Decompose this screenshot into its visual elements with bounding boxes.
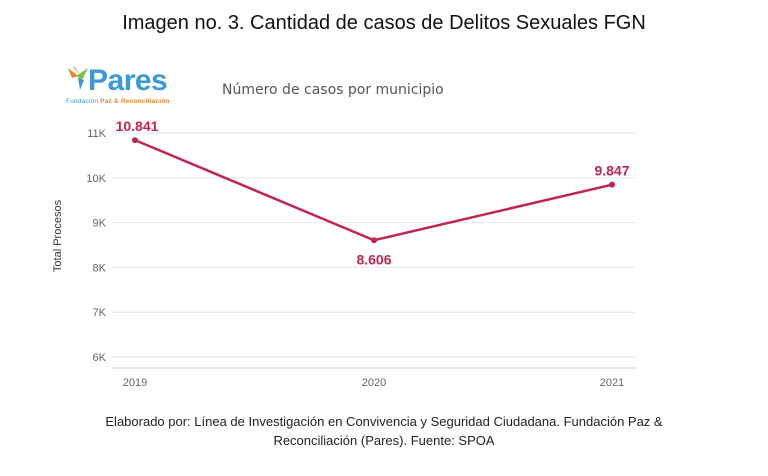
y-tick-label: 8K <box>93 262 107 274</box>
logo-wordmark: Pares <box>88 64 168 97</box>
y-tick-label: 9K <box>93 218 107 230</box>
caption-line-2: Reconciliación (Pares). Fuente: SPOA <box>273 433 495 448</box>
data-label: 8.606 <box>356 251 391 267</box>
x-tick-label: 2020 <box>362 377 386 389</box>
bird-logo-icon <box>68 66 88 90</box>
y-tick-label: 6K <box>93 352 107 364</box>
data-point <box>371 237 377 244</box>
y-tick-label: 11K <box>87 128 106 140</box>
figure-heading: Imagen no. 3. Cantidad de casos de Delit… <box>122 12 646 34</box>
pares-logo: Pares Fundación Paz & Reconciliación <box>66 64 196 108</box>
figure-caption: Elaborado por: Línea de Investigación en… <box>0 412 768 450</box>
y-tick-label: 10K <box>86 173 106 185</box>
series-line <box>134 138 613 242</box>
logo-tagline-prefix: Fundación <box>66 98 99 105</box>
x-tick-label: 2021 <box>600 377 624 389</box>
data-point <box>132 137 138 144</box>
chart-title: Número de casos por municipio <box>222 82 444 98</box>
data-label: 9.847 <box>594 163 629 179</box>
caption-line-1: Elaborado por: Línea de Investigación en… <box>105 414 663 429</box>
logo-tagline: Fundación Paz & Reconciliación <box>66 98 170 105</box>
data-label: 10.841 <box>116 118 159 134</box>
x-tick-label: 2019 <box>123 377 147 389</box>
data-point <box>609 181 615 188</box>
logo-tagline-mid: Paz & Reconciliación <box>100 98 170 105</box>
y-tick-label: 7K <box>93 307 107 319</box>
